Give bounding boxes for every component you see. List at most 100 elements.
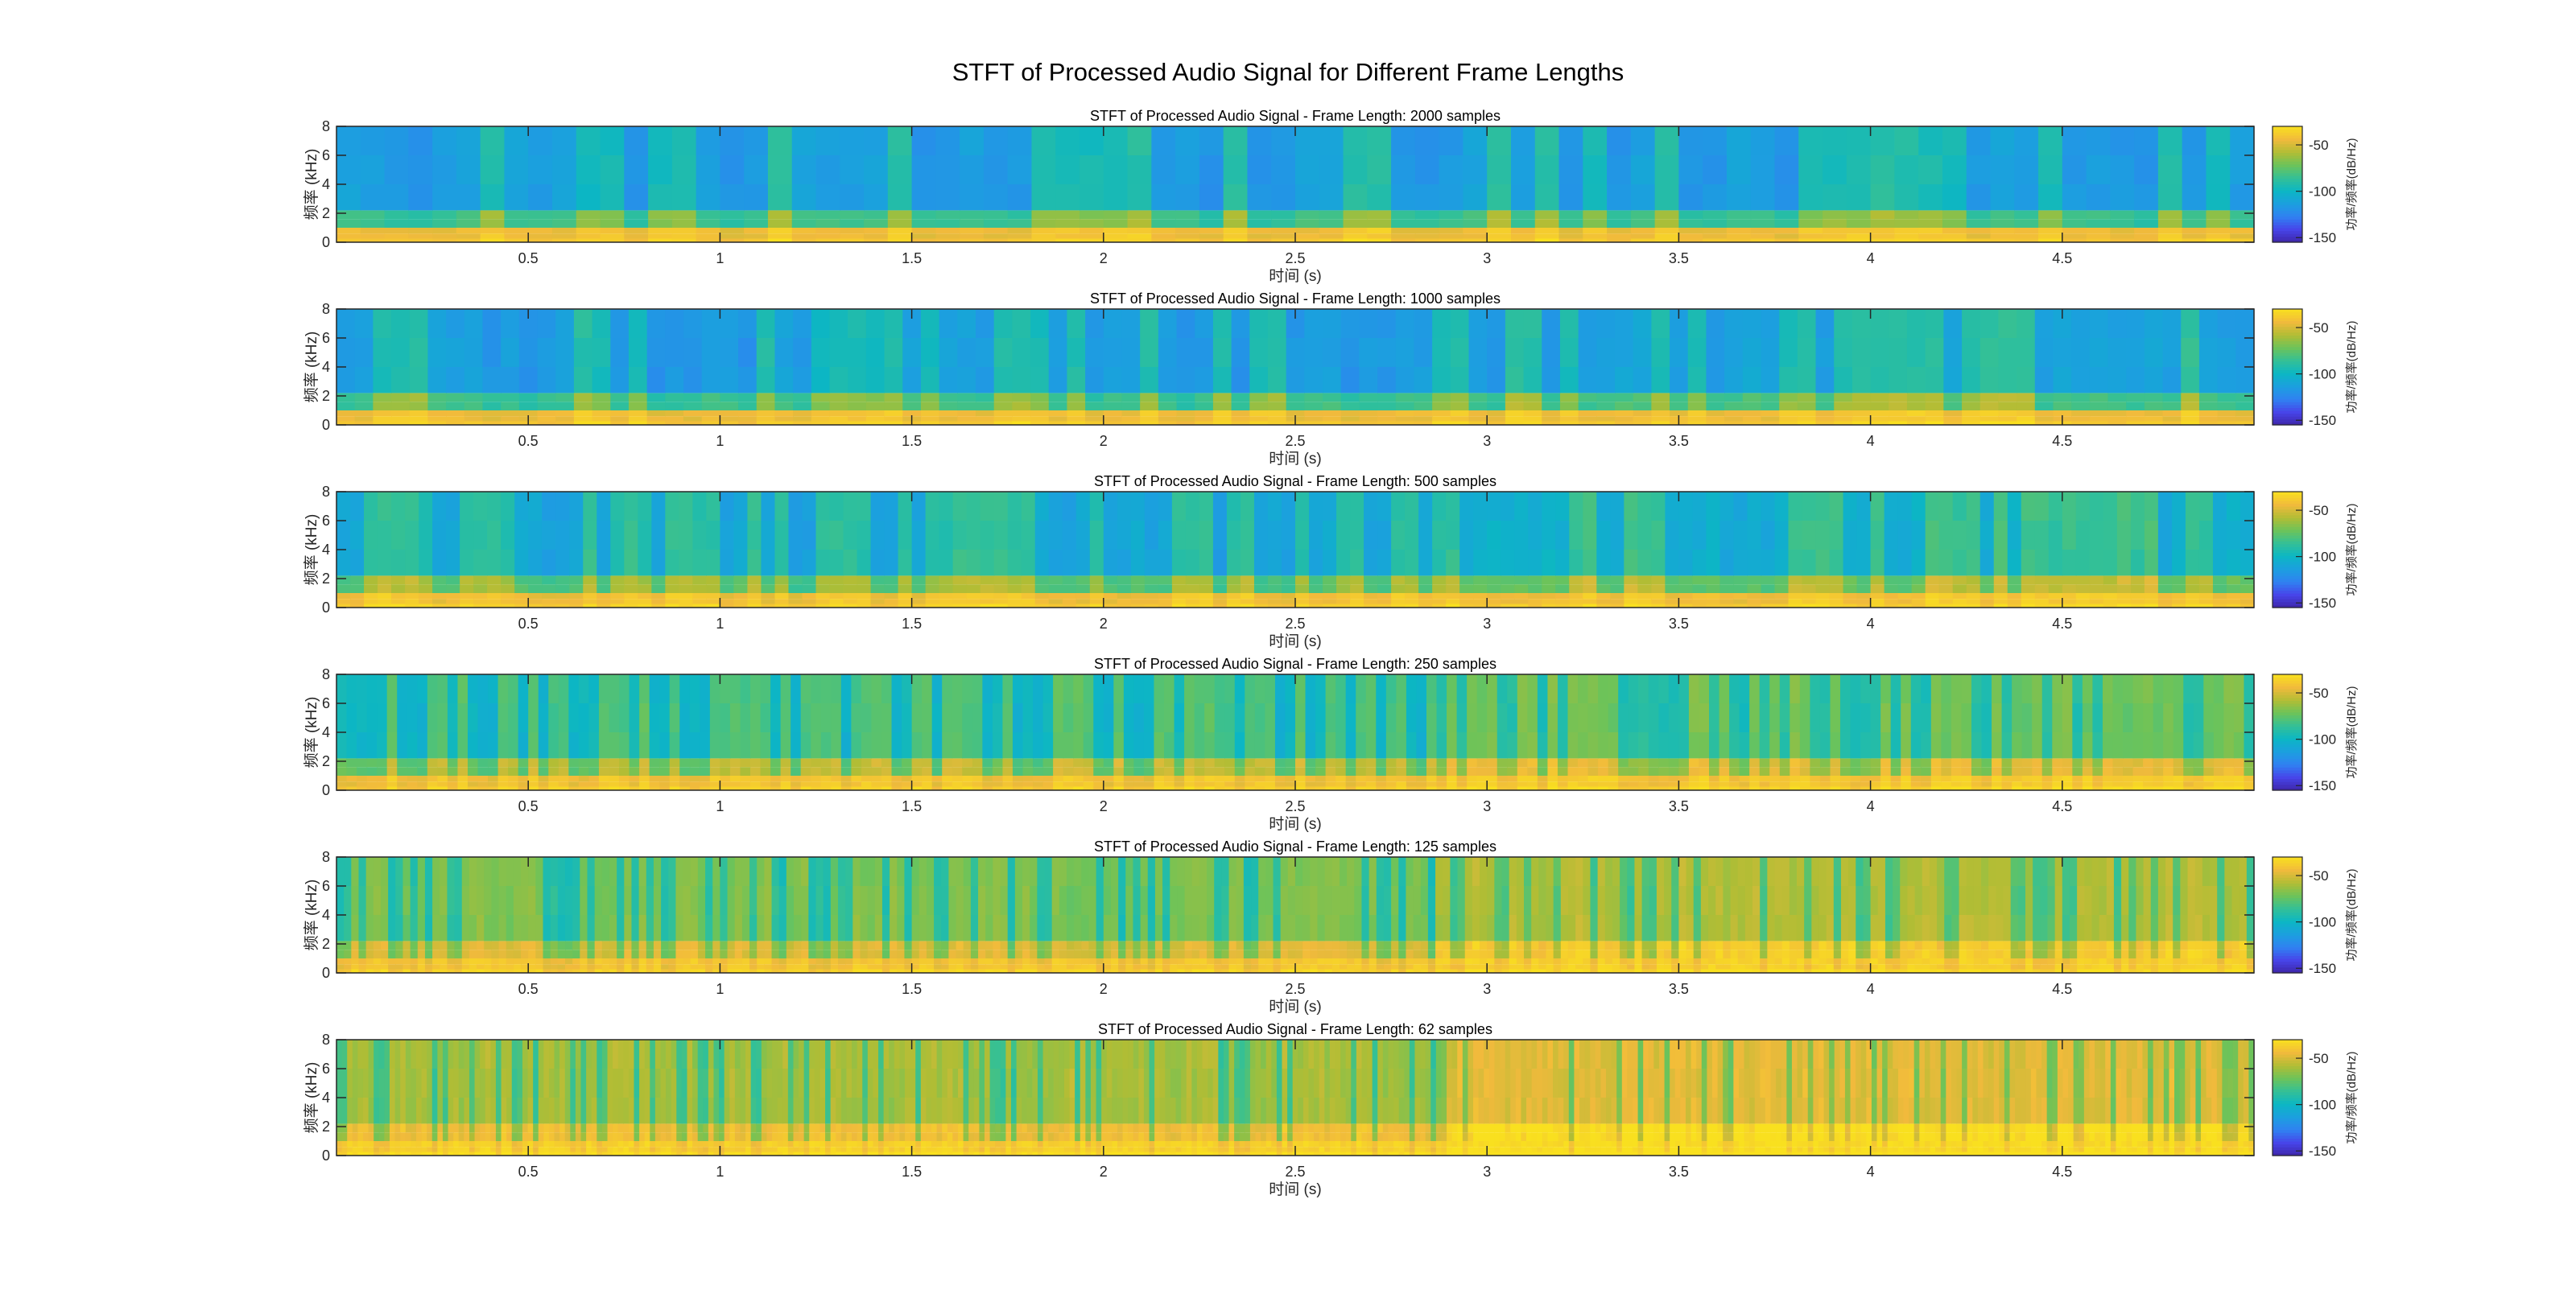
heatmap-cell bbox=[1144, 575, 1159, 585]
heatmap-cell bbox=[1870, 786, 1881, 790]
heatmap-cell bbox=[649, 786, 660, 790]
heatmap-cell bbox=[770, 767, 782, 776]
heatmap-cell bbox=[405, 550, 419, 576]
colorbar-swatch bbox=[2273, 221, 2302, 225]
heatmap-cell bbox=[1267, 309, 1287, 338]
heatmap-cell bbox=[467, 776, 479, 782]
heatmap-cell bbox=[815, 575, 831, 585]
heatmap-cell bbox=[610, 393, 630, 402]
heatmap-cell bbox=[497, 786, 509, 790]
heatmap-cell bbox=[1447, 758, 1458, 768]
heatmap-cell bbox=[744, 219, 769, 228]
heatmap-cell bbox=[811, 402, 831, 410]
heatmap-cell bbox=[380, 857, 389, 886]
heatmap-cell bbox=[1376, 758, 1387, 768]
heatmap-cell bbox=[1802, 521, 1817, 550]
heatmap-cell bbox=[1267, 593, 1282, 600]
heatmap-cell bbox=[1897, 593, 1913, 600]
heatmap-cell bbox=[1385, 767, 1397, 776]
heatmap-cell bbox=[2233, 786, 2245, 790]
heatmap-cell bbox=[1245, 781, 1256, 787]
heatmap-cell bbox=[1901, 703, 1912, 732]
heatmap-cell bbox=[2062, 155, 2087, 184]
heatmap-cell bbox=[1678, 584, 1694, 593]
heatmap-cell bbox=[2157, 126, 2183, 155]
heatmap-cell bbox=[1889, 367, 1908, 394]
heatmap-cell bbox=[1377, 367, 1397, 394]
heatmap-cell bbox=[675, 941, 684, 950]
heatmap-cell bbox=[931, 776, 943, 782]
heatmap-cell bbox=[734, 915, 743, 942]
heatmap-cell bbox=[1364, 604, 1378, 608]
heatmap-cell bbox=[477, 857, 485, 886]
heatmap-cell bbox=[767, 238, 793, 242]
heatmap-cell bbox=[587, 941, 596, 950]
heatmap-cell bbox=[800, 776, 811, 782]
heatmap-cell bbox=[1021, 492, 1036, 521]
heatmap-cell bbox=[1281, 593, 1296, 600]
heatmap-cell bbox=[497, 781, 509, 787]
heatmap-cell bbox=[1943, 402, 1963, 410]
heatmap-cell bbox=[851, 732, 862, 759]
heatmap-cell bbox=[774, 584, 790, 593]
heatmap-cell bbox=[902, 758, 913, 768]
heatmap-cell bbox=[1350, 521, 1364, 550]
heatmap-cell bbox=[1447, 703, 1458, 732]
heatmap-cell bbox=[518, 338, 539, 367]
heatmap-cell bbox=[1587, 674, 1599, 703]
heatmap-cell bbox=[1802, 575, 1817, 585]
heatmap-cell bbox=[440, 969, 448, 973]
heatmap-cell bbox=[1630, 238, 1656, 242]
heatmap-cell bbox=[617, 857, 625, 886]
heatmap-cell bbox=[1295, 233, 1320, 239]
heatmap-cell bbox=[528, 228, 553, 234]
heatmap-cell bbox=[1405, 593, 1419, 600]
heatmap-cell bbox=[1733, 593, 1748, 600]
heatmap-cell bbox=[870, 593, 886, 600]
heatmap-cell bbox=[700, 781, 711, 787]
heatmap-cell bbox=[384, 155, 409, 184]
heatmap-cell bbox=[2153, 703, 2164, 732]
heatmap-cell bbox=[518, 786, 529, 790]
heatmap-cell bbox=[1759, 674, 1770, 703]
heatmap-cell bbox=[993, 338, 1013, 367]
heatmap-cell bbox=[760, 732, 771, 759]
heatmap-cell bbox=[1992, 703, 2003, 732]
heatmap-cell bbox=[1810, 781, 1821, 787]
heatmap-cell bbox=[366, 674, 378, 703]
heatmap-cell bbox=[366, 776, 378, 782]
heatmap-cell bbox=[1670, 338, 1689, 367]
heatmap-cell bbox=[528, 674, 539, 703]
colorbar-tick-label: -150 bbox=[2309, 230, 2336, 245]
heatmap-cell bbox=[741, 857, 750, 886]
heatmap-cell bbox=[1073, 767, 1084, 776]
heatmap-cell bbox=[857, 584, 872, 593]
heatmap-cell bbox=[410, 857, 419, 886]
heatmap-cell bbox=[2144, 492, 2159, 521]
heatmap-cell bbox=[409, 416, 429, 422]
heatmap-cell bbox=[610, 309, 630, 338]
heatmap-cell bbox=[1184, 732, 1195, 759]
heatmap-cell bbox=[1688, 776, 1700, 782]
heatmap-cell bbox=[2217, 421, 2236, 425]
heatmap-cell bbox=[1802, 584, 1817, 593]
heatmap-cell bbox=[1993, 599, 2008, 604]
heatmap-cell bbox=[619, 674, 630, 703]
heatmap-cell bbox=[535, 969, 544, 973]
heatmap-cell bbox=[1692, 575, 1707, 585]
heatmap-cell bbox=[528, 492, 543, 521]
heatmap-cell bbox=[336, 309, 356, 338]
heatmap-cell bbox=[1979, 593, 1995, 600]
colorbar-swatch bbox=[2273, 410, 2302, 414]
heatmap-cell bbox=[729, 674, 741, 703]
y-tick-label: 0 bbox=[322, 234, 330, 250]
heatmap-cell bbox=[887, 228, 913, 234]
heatmap-cell bbox=[1638, 786, 1649, 790]
heatmap-cell bbox=[1739, 732, 1750, 759]
heatmap-cell bbox=[1080, 228, 1104, 234]
heatmap-cell bbox=[1678, 703, 1690, 732]
heatmap-cell bbox=[610, 410, 630, 417]
heatmap-cell bbox=[1467, 758, 1478, 768]
heatmap-cell bbox=[373, 410, 392, 417]
heatmap-cell bbox=[952, 599, 968, 604]
